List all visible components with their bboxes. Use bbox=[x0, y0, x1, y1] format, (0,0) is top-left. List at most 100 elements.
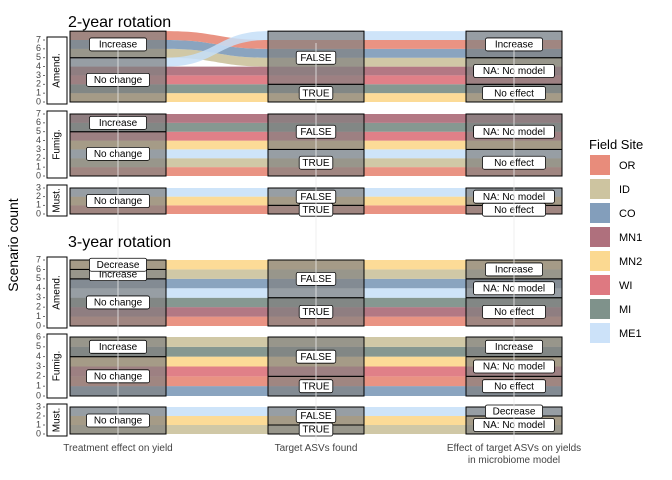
flow-ribbon bbox=[166, 75, 268, 85]
flow-ribbon bbox=[166, 288, 268, 298]
facet-strip bbox=[46, 256, 68, 329]
y-tick-label: 6 bbox=[36, 43, 41, 53]
legend-label-mn1: MN1 bbox=[619, 232, 642, 244]
legend-swatch-id bbox=[590, 179, 610, 199]
y-tick-label: 0 bbox=[36, 428, 41, 438]
legend-swatch-co bbox=[590, 203, 610, 223]
y-tick-label: 1 bbox=[36, 381, 41, 391]
flow-ribbon bbox=[364, 205, 466, 214]
legend: Field Site OR ID CO MN1 MN2 WI MI ME1 bbox=[589, 137, 643, 343]
flow-ribbon bbox=[364, 114, 466, 123]
y-tick-label: 6 bbox=[36, 264, 41, 274]
facet-strip-label: Amend. bbox=[52, 275, 63, 309]
legend-label-id: ID bbox=[619, 184, 630, 196]
x-axis-label: Effect of target ASVs on yields in microb… bbox=[447, 443, 581, 466]
flow-ribbon bbox=[166, 356, 268, 367]
y-tick-label: 0 bbox=[36, 170, 41, 180]
flow-ribbon bbox=[166, 149, 268, 159]
flow-ribbon bbox=[364, 48, 466, 58]
y-tick-label: 5 bbox=[36, 126, 41, 136]
facet-strip-label: Must. bbox=[52, 188, 63, 212]
flow-ribbon bbox=[364, 158, 466, 168]
flow-ribbon bbox=[166, 31, 268, 67]
legend-swatch-mn2 bbox=[590, 251, 610, 271]
flow-ribbon bbox=[364, 149, 466, 159]
legend-label-mi: MI bbox=[619, 304, 631, 316]
flow-ribbon bbox=[364, 40, 466, 49]
flow-ribbon bbox=[364, 122, 466, 132]
flow-ribbon bbox=[364, 316, 466, 326]
flow-ribbon bbox=[166, 425, 268, 434]
flow-ribbon bbox=[364, 307, 466, 317]
flow-ribbon bbox=[364, 66, 466, 76]
y-tick-label: 7 bbox=[36, 34, 41, 44]
flow-ribbon bbox=[166, 140, 268, 150]
flow-ribbon bbox=[364, 57, 466, 67]
flow-ribbon bbox=[166, 114, 268, 123]
y-tick-label: 5 bbox=[36, 273, 41, 283]
flow-ribbon bbox=[364, 356, 466, 367]
y-tick-label: 3 bbox=[36, 292, 41, 302]
flow-ribbon bbox=[166, 93, 268, 102]
y-tick-label: 4 bbox=[36, 351, 41, 361]
x-axis-label: Target ASVs found bbox=[275, 443, 358, 454]
facet-strip-label: Fumig. bbox=[52, 129, 63, 160]
flow-ribbon bbox=[364, 407, 466, 416]
legend-swatch-mn1 bbox=[590, 227, 610, 247]
facet-strip-label: Must. bbox=[52, 408, 63, 432]
y-tick-label: 3 bbox=[36, 401, 41, 411]
flow-ribbon bbox=[166, 167, 268, 176]
flow-ribbon bbox=[364, 31, 466, 40]
flow-ribbon bbox=[166, 122, 268, 132]
y-tick-label: 1 bbox=[36, 88, 41, 98]
flow-ribbon bbox=[166, 416, 268, 425]
x-axis-label-line: Target ASVs found bbox=[275, 443, 358, 454]
flow-ribbon bbox=[364, 93, 466, 102]
flow-ribbon bbox=[364, 297, 466, 308]
y-tick-label: 5 bbox=[36, 52, 41, 62]
flow-ribbon bbox=[166, 307, 268, 317]
flow-ribbon bbox=[166, 205, 268, 214]
flow-ribbon bbox=[364, 366, 466, 377]
flow-ribbon bbox=[364, 386, 466, 396]
legend-swatch-mi bbox=[590, 299, 610, 319]
flow-ribbon bbox=[364, 131, 466, 141]
facet-strip bbox=[46, 36, 68, 105]
y-tick-label: 0 bbox=[36, 320, 41, 330]
y-tick-label: 5 bbox=[36, 341, 41, 351]
flow-ribbon bbox=[166, 158, 268, 168]
flow-ribbon bbox=[364, 167, 466, 176]
y-tick-label: 2 bbox=[36, 302, 41, 312]
flow-ribbon bbox=[166, 188, 268, 197]
x-axis: Treatment effect on yield Target ASVs fou… bbox=[63, 43, 581, 466]
y-tick-label: 3 bbox=[36, 182, 41, 192]
flow-ribbon bbox=[364, 288, 466, 298]
flow-ribbon bbox=[364, 278, 466, 289]
y-tick-label: 0 bbox=[36, 208, 41, 218]
facet-strip bbox=[46, 184, 68, 217]
flow-ribbon bbox=[364, 188, 466, 197]
legend-swatch-or bbox=[590, 155, 610, 175]
facet-strip bbox=[46, 403, 68, 437]
flow-ribbon bbox=[166, 278, 268, 289]
legend-swatch-wi bbox=[590, 275, 610, 295]
flow-ribbon bbox=[364, 84, 466, 94]
flow-ribbon bbox=[166, 407, 268, 416]
flow-ribbon bbox=[166, 376, 268, 387]
flow-ribbon bbox=[364, 376, 466, 387]
block-title: 2-year rotation bbox=[68, 14, 171, 31]
flow-ribbon bbox=[364, 346, 466, 357]
x-axis-label-line: Treatment effect on yield bbox=[63, 443, 173, 454]
facet-strip bbox=[46, 110, 68, 179]
legend-swatch-me1 bbox=[590, 323, 610, 343]
legend-label-mn2: MN2 bbox=[619, 256, 642, 268]
facet-strip-label: Amend. bbox=[52, 53, 63, 87]
y-tick-label: 3 bbox=[36, 70, 41, 80]
legend-label-wi: WI bbox=[619, 280, 632, 292]
legend-title: Field Site bbox=[589, 137, 643, 152]
